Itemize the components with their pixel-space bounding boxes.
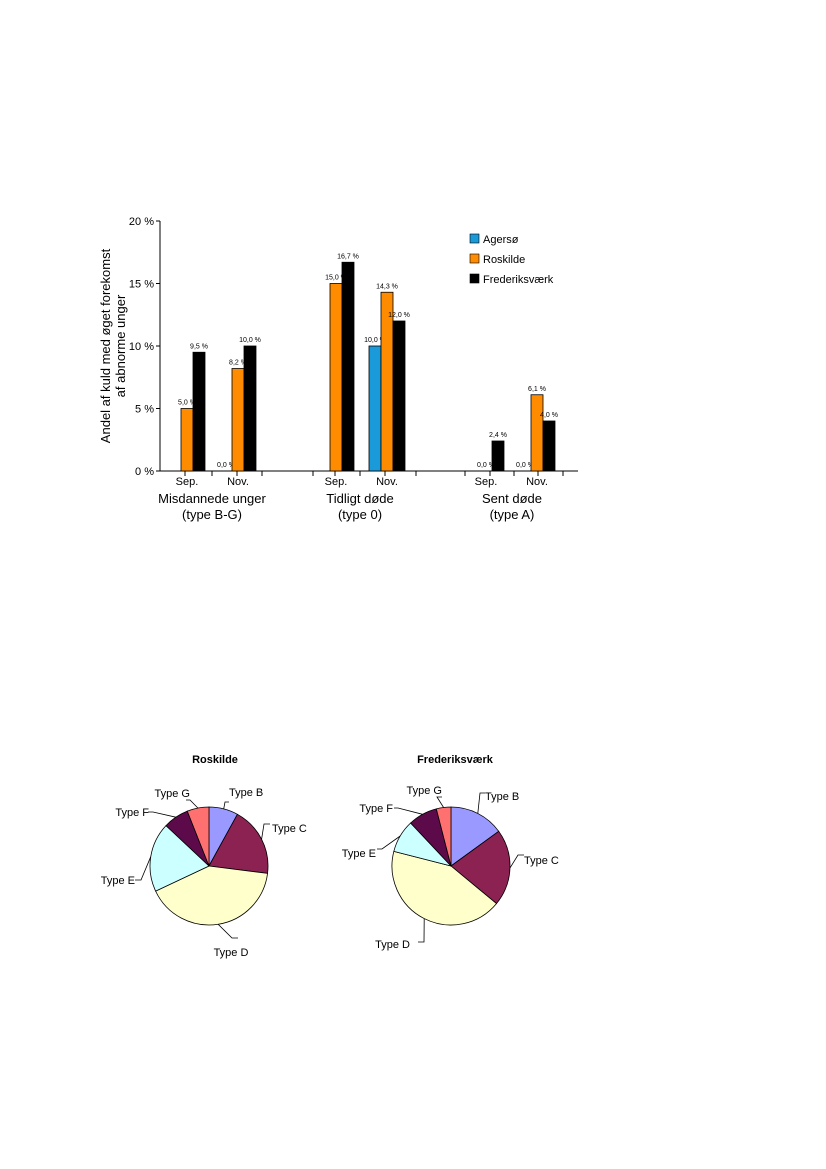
data-label: 12,0 % <box>388 312 410 319</box>
leader-line <box>223 801 229 809</box>
leader-line <box>261 823 270 840</box>
slice-label: Type C <box>272 823 307 835</box>
y-tick-label: 5 % <box>135 404 154 416</box>
slice-label: Type D <box>214 947 249 959</box>
bar <box>329 283 343 472</box>
legend-entry: Frederiksværk <box>483 274 554 286</box>
legend-entry: Roskilde <box>483 254 525 266</box>
data-label: 0,0 % <box>477 462 495 469</box>
month-label: Nov. <box>227 476 249 488</box>
slice-label: Type F <box>115 807 149 819</box>
bar <box>192 351 206 472</box>
data-label: 16,7 % <box>337 253 359 260</box>
data-label: 0,0 % <box>217 462 235 469</box>
slice-label: Type C <box>524 855 559 867</box>
pie-chart-frederiksvaerk: Frederiksværk Type B Type C Type D Type E Typ… <box>342 754 559 951</box>
pie-slice <box>450 806 500 867</box>
pie-slice <box>186 806 210 867</box>
bar <box>231 368 245 472</box>
group-label: (type B-G) <box>182 507 242 522</box>
legend-swatch <box>469 273 480 284</box>
leader-line <box>436 796 444 808</box>
group-label: Misdannede unger <box>158 491 266 506</box>
bar <box>392 320 406 472</box>
legend-swatch <box>469 233 480 244</box>
pie-title: Frederiksværk <box>417 754 494 766</box>
slice-label: Type B <box>485 791 519 803</box>
leader-line <box>377 835 401 850</box>
bar <box>380 291 394 472</box>
group-label: (type A) <box>490 507 535 522</box>
data-label: 9,5 % <box>190 343 208 350</box>
data-label: 4,0 % <box>540 412 558 419</box>
slice-label: Type E <box>101 875 135 887</box>
leader-line <box>477 792 485 814</box>
leader-line <box>394 807 423 815</box>
slice-label: Type G <box>407 785 442 797</box>
leader-line <box>509 854 524 869</box>
bar <box>542 420 556 472</box>
bar <box>491 440 505 472</box>
group-label: Sent døde <box>482 491 542 506</box>
leader-line <box>418 918 425 943</box>
pie-slice <box>208 813 269 874</box>
pie-slice <box>391 850 498 926</box>
pie-chart-roskilde: Roskilde Type B Type C Type D Type E Type F Ty… <box>101 754 307 959</box>
leader-line <box>135 856 152 881</box>
y-tick-label: 10 % <box>129 341 154 353</box>
y-axis-label: af abnorme unger <box>113 294 128 397</box>
leader-line <box>217 924 238 939</box>
y-axis-label: Andel af kuld med øget forekomst <box>98 248 113 443</box>
month-label: Nov. <box>376 476 398 488</box>
bar <box>341 261 355 472</box>
month-label: Sep. <box>475 476 498 488</box>
month-label: Sep. <box>325 476 348 488</box>
slice-label: Type B <box>229 787 263 799</box>
slice-label: Type G <box>155 788 190 800</box>
data-label: 14,3 % <box>376 283 398 290</box>
month-label: Nov. <box>526 476 548 488</box>
data-label: 2,4 % <box>489 432 507 439</box>
data-label: 6,1 % <box>528 386 546 393</box>
bar <box>530 394 544 472</box>
data-label: 8,2 % <box>229 360 247 367</box>
bar <box>243 345 257 472</box>
group-label: Tidligt døde <box>326 491 393 506</box>
y-tick-label: 20 % <box>129 216 154 228</box>
leader-line <box>148 811 176 818</box>
pie-slice <box>149 825 210 892</box>
pie-slice <box>155 865 268 926</box>
y-tick-label: 15 % <box>129 279 154 291</box>
data-label: 0,0 % <box>516 462 534 469</box>
data-label: 10,0 % <box>239 337 261 344</box>
legend-entry: Agersø <box>483 234 519 246</box>
slice-label: Type E <box>342 848 376 860</box>
slice-label: Type D <box>375 939 410 951</box>
bar <box>368 345 382 472</box>
data-label: 5,0 % <box>178 400 196 407</box>
bar-chart: 0 % 5 % 10 % 15 % 20 % Andel af kuld med øget… <box>98 216 578 522</box>
leader-line <box>186 799 199 809</box>
data-label: 15,0 % <box>325 275 347 282</box>
pie-slice <box>450 830 511 905</box>
y-tick-label: 0 % <box>135 466 154 478</box>
group-label: (type 0) <box>338 507 382 522</box>
slice-label: Type F <box>359 803 393 815</box>
legend-swatch <box>469 253 480 264</box>
pie-title: Roskilde <box>192 754 238 766</box>
month-label: Sep. <box>176 476 199 488</box>
data-label: 10,0 % <box>364 337 386 344</box>
bar <box>180 408 194 472</box>
